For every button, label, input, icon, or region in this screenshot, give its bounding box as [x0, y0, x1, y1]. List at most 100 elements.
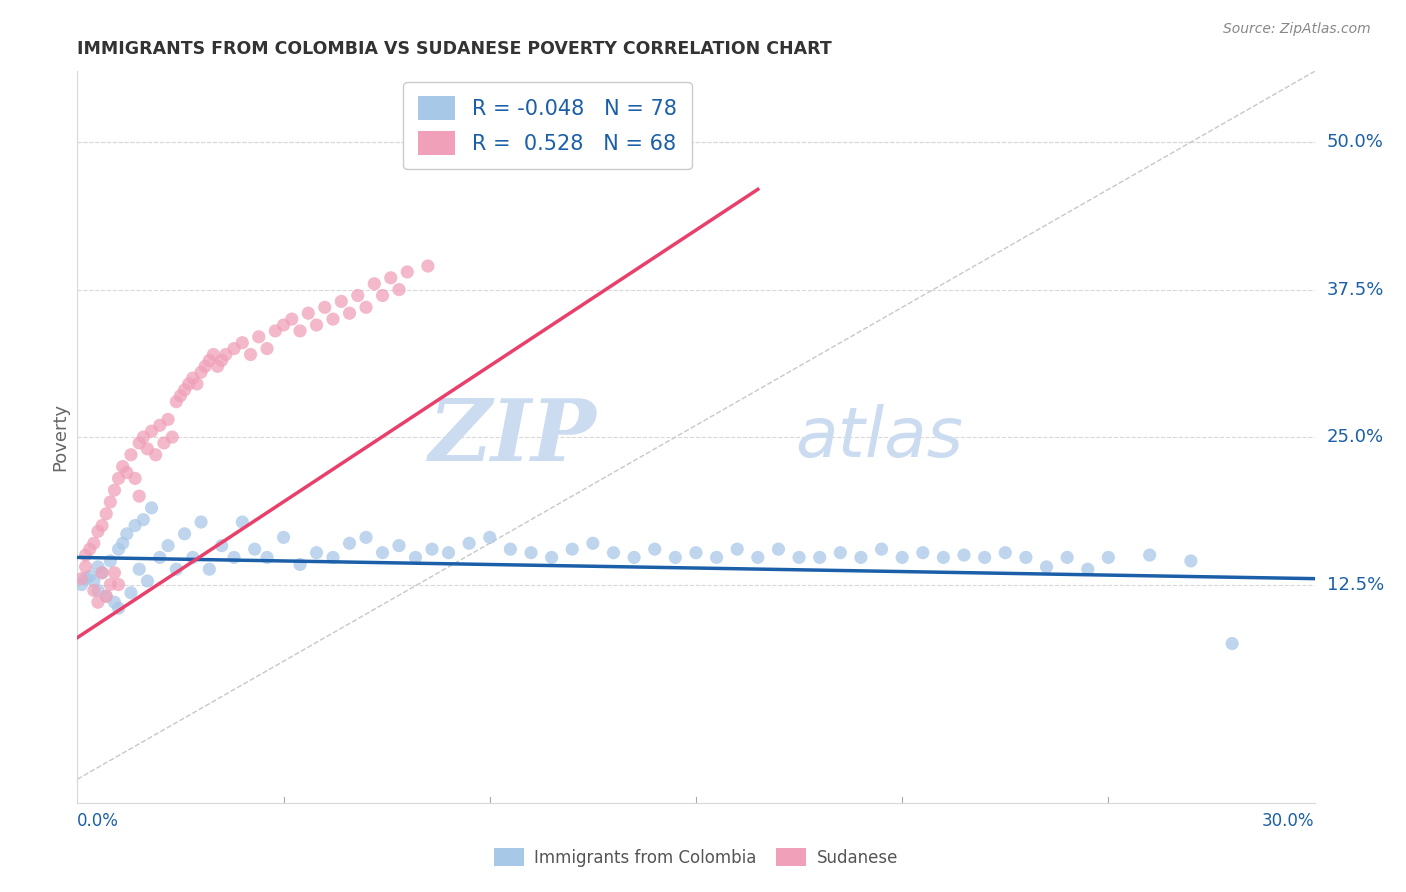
Point	[273, 530, 295, 544]
Point	[91, 566, 114, 580]
Point	[725, 542, 748, 557]
Point	[87, 559, 110, 574]
Point	[354, 301, 377, 315]
Point	[111, 536, 134, 550]
Point	[330, 294, 353, 309]
Point	[190, 515, 212, 529]
Point	[96, 507, 118, 521]
Point	[157, 539, 180, 553]
Point	[83, 536, 105, 550]
Point	[932, 550, 955, 565]
Point	[1220, 636, 1243, 650]
Y-axis label: Poverty: Poverty	[51, 403, 69, 471]
Point	[75, 548, 97, 562]
Point	[849, 550, 872, 565]
Point	[305, 318, 328, 332]
Point	[1015, 550, 1038, 565]
Point	[141, 424, 163, 438]
Point	[132, 430, 155, 444]
Point	[96, 590, 118, 604]
Point	[165, 394, 187, 409]
Point	[98, 577, 121, 591]
Point	[75, 559, 97, 574]
Text: 50.0%: 50.0%	[1327, 133, 1384, 151]
Point	[339, 306, 361, 320]
Point	[141, 500, 163, 515]
Point	[437, 546, 460, 560]
Point	[561, 542, 583, 557]
Point	[107, 601, 129, 615]
Text: Source: ZipAtlas.com: Source: ZipAtlas.com	[1223, 22, 1371, 37]
Point	[70, 572, 93, 586]
Point	[198, 353, 221, 368]
Point	[190, 365, 212, 379]
Point	[194, 359, 217, 374]
Point	[149, 418, 172, 433]
Point	[111, 459, 134, 474]
Point	[297, 306, 319, 320]
Point	[202, 347, 225, 361]
Point	[132, 513, 155, 527]
Point	[953, 548, 976, 562]
Point	[222, 550, 245, 565]
Point	[98, 495, 121, 509]
Point	[994, 546, 1017, 560]
Point	[211, 353, 233, 368]
Point	[1077, 562, 1099, 576]
Point	[1035, 559, 1057, 574]
Point	[891, 550, 914, 565]
Point	[363, 277, 385, 291]
Point	[120, 448, 142, 462]
Point	[623, 550, 645, 565]
Point	[107, 542, 129, 557]
Point	[1097, 550, 1119, 565]
Point	[420, 542, 443, 557]
Point	[98, 554, 121, 568]
Point	[128, 436, 150, 450]
Point	[602, 546, 624, 560]
Point	[211, 539, 233, 553]
Text: IMMIGRANTS FROM COLOMBIA VS SUDANESE POVERTY CORRELATION CHART: IMMIGRANTS FROM COLOMBIA VS SUDANESE POV…	[77, 40, 832, 58]
Point	[768, 542, 790, 557]
Point	[165, 562, 187, 576]
Point	[273, 318, 295, 332]
Point	[103, 595, 125, 609]
Point	[177, 376, 200, 391]
Point	[582, 536, 605, 550]
Point	[120, 586, 142, 600]
Point	[115, 466, 138, 480]
Point	[181, 550, 204, 565]
Point	[256, 550, 278, 565]
Point	[136, 442, 159, 456]
Point	[91, 518, 114, 533]
Point	[128, 562, 150, 576]
Text: atlas: atlas	[794, 403, 963, 471]
Point	[870, 542, 893, 557]
Point	[380, 270, 402, 285]
Point	[173, 383, 195, 397]
Point	[388, 539, 411, 553]
Point	[222, 342, 245, 356]
Point	[264, 324, 287, 338]
Point	[478, 530, 501, 544]
Point	[305, 546, 328, 560]
Point	[145, 448, 167, 462]
Point	[207, 359, 229, 374]
Point	[388, 283, 411, 297]
Point	[288, 324, 311, 338]
Point	[124, 518, 146, 533]
Point	[281, 312, 304, 326]
Point	[499, 542, 522, 557]
Point	[153, 436, 176, 450]
Point	[747, 550, 769, 565]
Point	[247, 330, 270, 344]
Point	[198, 562, 221, 576]
Point	[830, 546, 852, 560]
Point	[186, 376, 208, 391]
Point	[160, 430, 183, 444]
Point	[256, 342, 278, 356]
Point	[115, 526, 138, 541]
Point	[243, 542, 266, 557]
Point	[87, 583, 110, 598]
Point	[231, 335, 253, 350]
